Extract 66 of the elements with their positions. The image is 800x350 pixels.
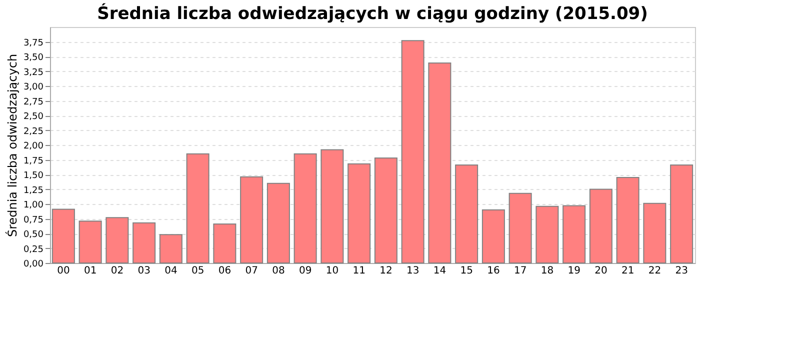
bar [374,157,398,264]
y-tick-label: 2,00 [23,142,44,152]
y-tick-label: 1,25 [23,186,44,196]
x-tick-label: 19 [568,266,580,276]
y-tick-label: 3,75 [23,38,44,48]
y-tick-label: 0,00 [23,260,44,270]
x-tick-label: 11 [352,266,366,276]
x-tick-label: 20 [594,266,608,276]
y-tick-label: 3,00 [23,82,44,92]
y-tick-label: 3,25 [23,68,44,78]
bar [482,209,505,264]
x-tick-label: 17 [514,266,527,276]
y-tick-label: 2,50 [23,112,44,122]
x-tick-label: 06 [218,266,232,276]
bar [294,153,317,264]
x-tick-label: 21 [621,266,634,276]
x-tick-label: 16 [487,266,500,276]
chart-title: Średnia liczba odwiedzających w ciągu godziny (2015.09) [97,3,648,24]
bar [508,192,532,264]
bar [562,205,586,264]
y-tick-label: 0,50 [23,230,44,240]
x-tick-label: 04 [164,266,178,276]
x-tick-label: 14 [433,266,446,276]
bar [616,176,640,264]
bar [132,222,156,264]
bar [320,149,344,264]
bar [401,40,424,264]
y-tick-label: 0,25 [23,244,44,255]
bar [455,164,478,264]
x-tick-label: 10 [326,266,339,276]
x-tick-label: 12 [380,266,392,276]
x-tick-label: 23 [675,266,688,276]
y-tick-label: 2,25 [23,126,44,137]
bar [240,176,264,264]
x-tick-label: 13 [406,266,420,276]
x-tick-label: 09 [298,266,312,276]
y-tick-label: 1,00 [23,200,44,210]
bar [78,220,102,264]
bar [266,182,290,264]
bar [52,208,75,264]
bar [643,202,666,264]
bar [213,224,236,264]
bar [159,234,182,264]
y-tick-label: 1,75 [23,156,44,166]
bar [589,188,612,264]
x-tick-label: 22 [648,266,662,276]
x-tick-label: 01 [84,266,97,276]
bar [670,164,694,264]
x-tick-label: 05 [191,266,204,276]
x-tick-label: 08 [272,266,285,276]
y-tick-label: 3,50 [23,53,44,63]
x-tick-label: 07 [245,266,258,276]
x-tick-label: 00 [57,266,70,276]
x-tick-label: 02 [110,266,124,276]
y-tick-label: 0,75 [23,215,44,226]
bar [536,206,559,264]
y-tick-label: 1,50 [23,171,44,181]
bar [428,62,452,264]
x-tick-label: 15 [460,266,473,276]
y-tick-label: 2,75 [23,97,44,108]
bar [186,153,210,264]
bar [106,217,129,264]
bar [348,163,371,264]
y-axis-title: Średnia liczba odwiedzających [4,54,20,238]
x-tick-label: 18 [540,266,554,276]
x-tick-label: 03 [138,266,150,276]
